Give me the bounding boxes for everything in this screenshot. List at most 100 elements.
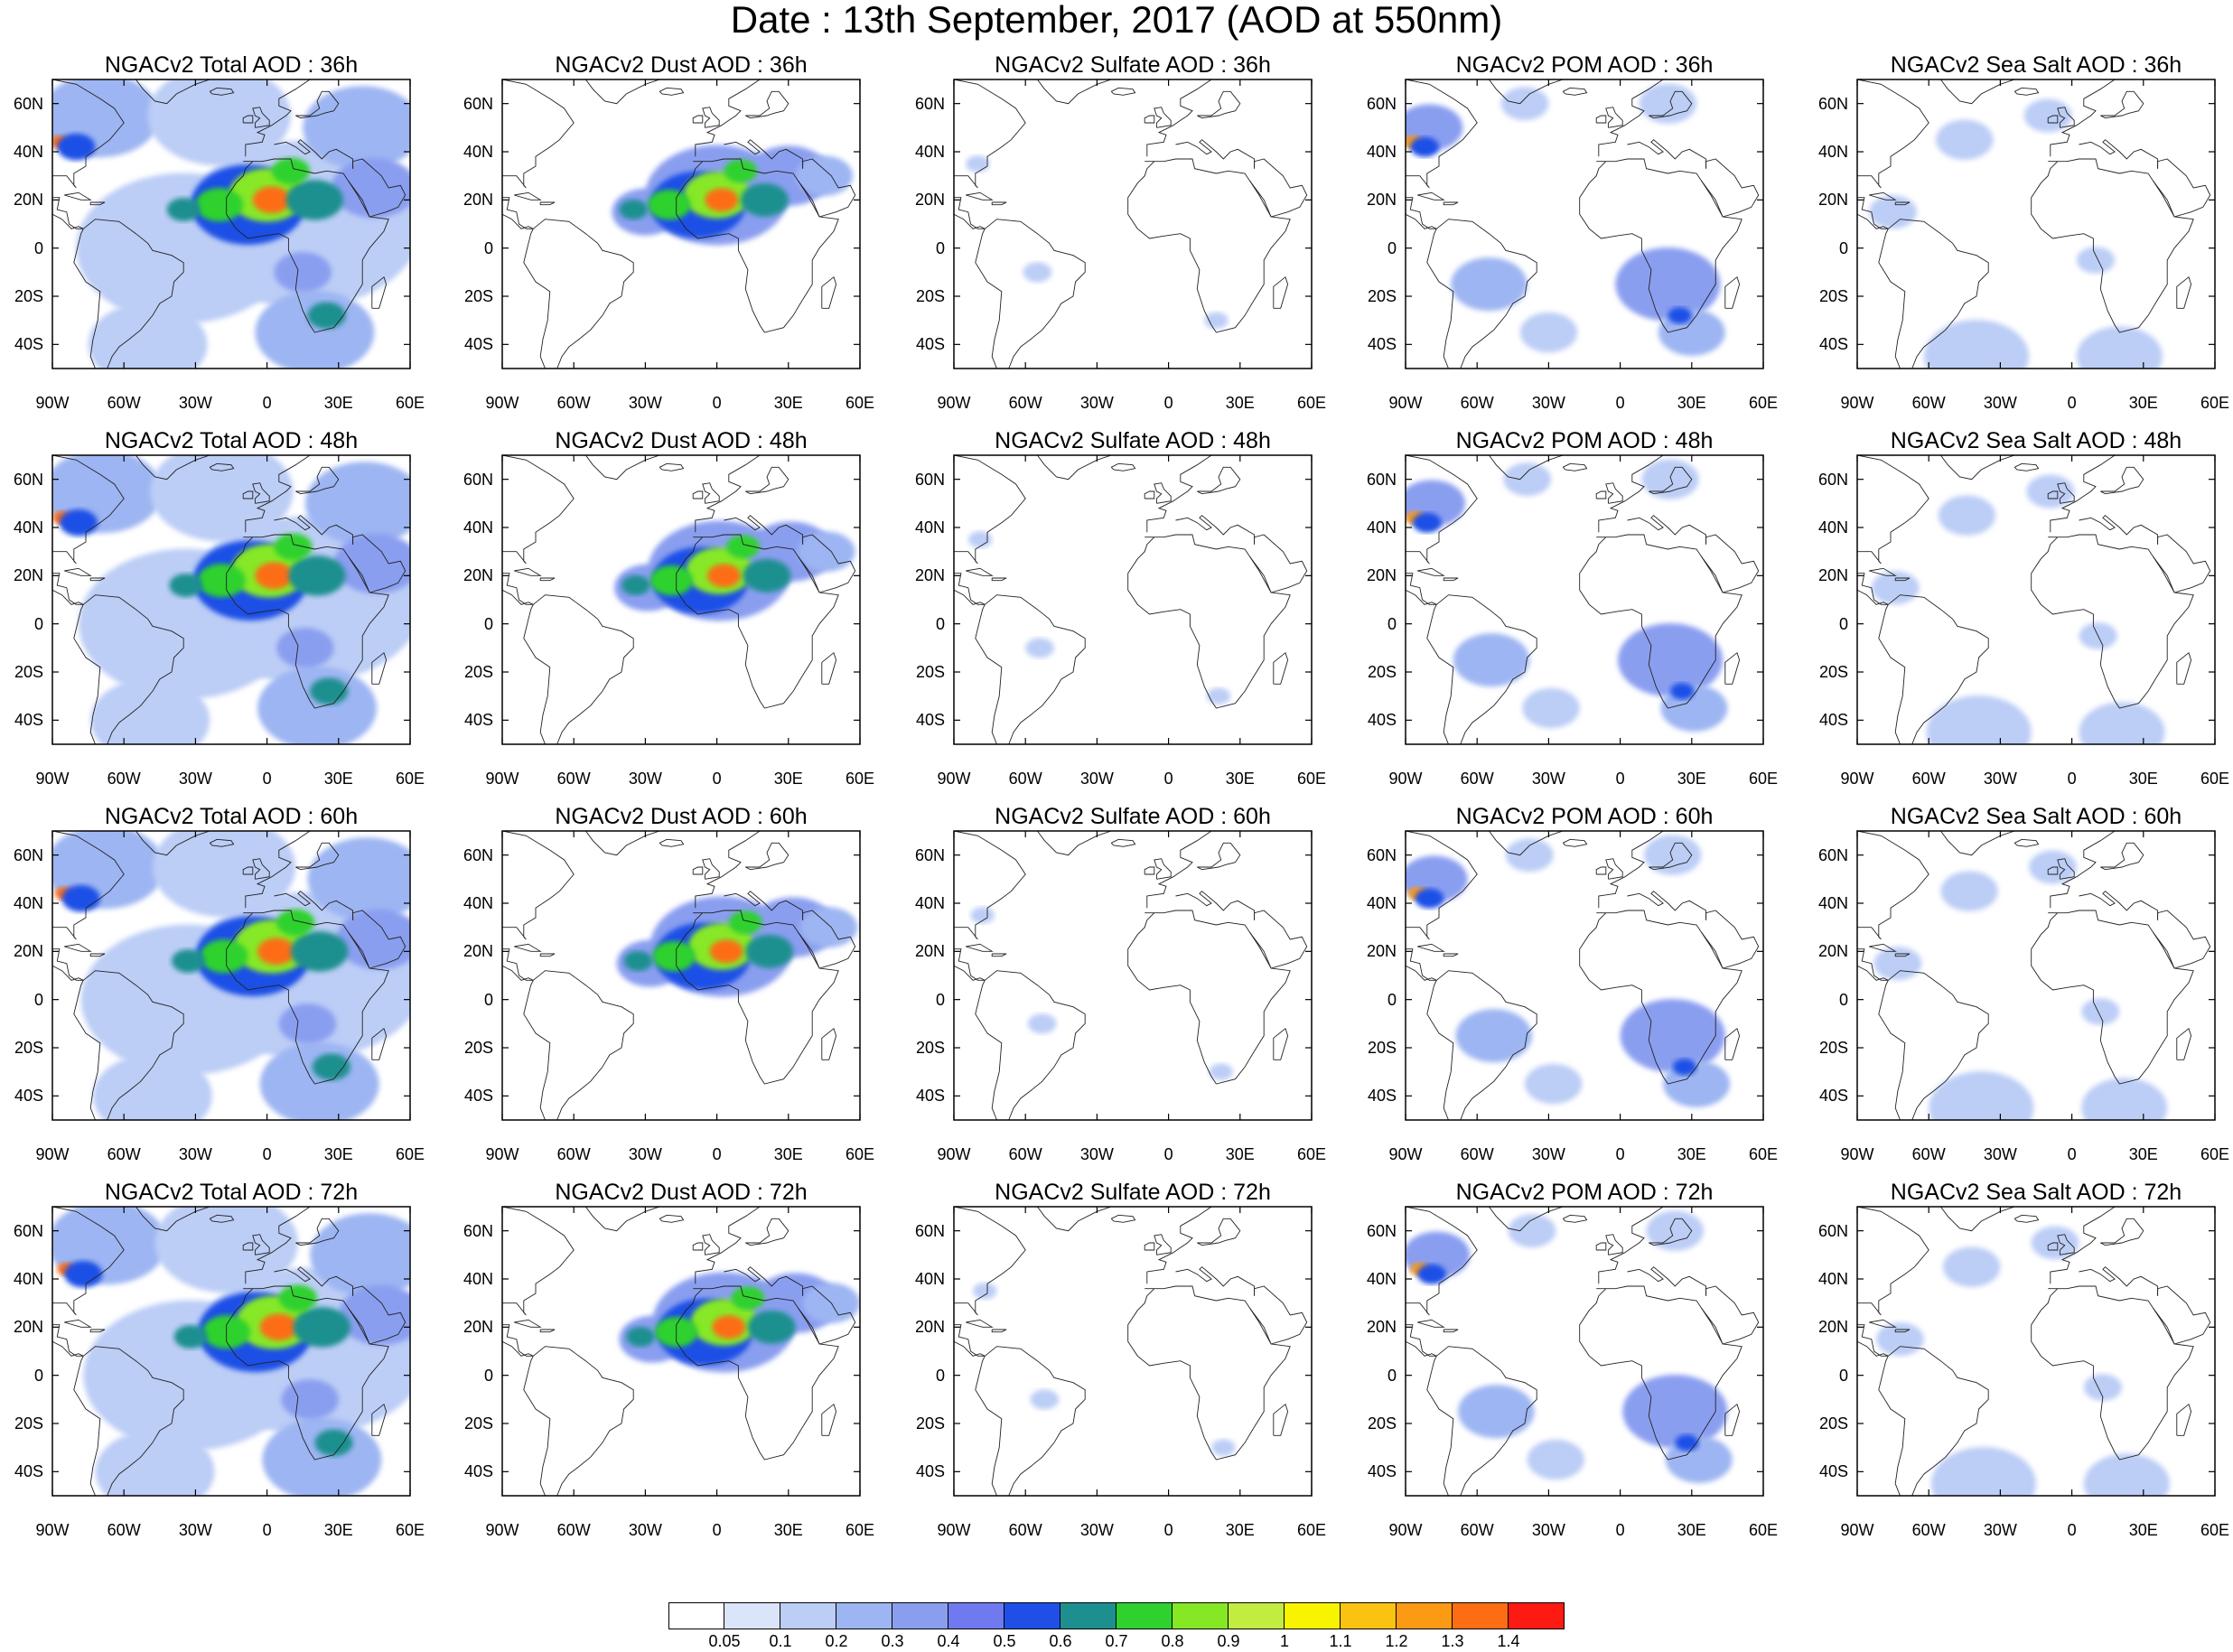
- aod-blob: [257, 666, 378, 744]
- lon-tick-label: 30W: [1983, 1145, 2017, 1163]
- colorbar-swatch: [1229, 1602, 1285, 1629]
- aod-blob: [1415, 888, 1444, 909]
- aod-blob: [621, 574, 650, 596]
- lat-tick-label: 60N: [462, 470, 493, 489]
- coastline: [1869, 1319, 1897, 1328]
- coastline: [502, 455, 575, 565]
- lon-tick-label: 30E: [2128, 770, 2158, 788]
- aod-blob: [150, 455, 294, 542]
- coastline: [798, 534, 856, 593]
- aod-blob: [1646, 1210, 1704, 1251]
- coastline: [209, 838, 235, 847]
- lon-tick-label: 90W: [937, 394, 971, 412]
- coastline: [676, 534, 839, 709]
- coastline: [975, 219, 1086, 369]
- lon-tick-label: 30W: [1531, 1145, 1565, 1163]
- lat-tick-label: 40N: [1366, 143, 1397, 161]
- lon-tick-label: 30W: [628, 394, 662, 412]
- map-panel-sulfate-72h: NGACv2 Sulfate AOD : 72h 60N 40N 20N 0 20S 40S…: [902, 1178, 1326, 1555]
- coastline: [52, 197, 84, 229]
- map-panel-seasalt-48h: NGACv2 Sea Salt AOD : 48h 60N 40N 20N 0 20S 40…: [1805, 426, 2229, 804]
- lat-tick-label: 60N: [462, 845, 493, 864]
- map-panel-pom-36h: NGACv2 POM AOD : 36h 60N 40N 20N 0 20S 40S 90W 6…: [1353, 51, 1778, 428]
- map-plot-area: [1856, 830, 2216, 1121]
- panel-title: NGACv2 Dust AOD : 48h: [555, 428, 808, 453]
- aod-blob: [255, 290, 375, 369]
- lat-tick-label: 0: [935, 614, 945, 633]
- aod-blob: [1412, 512, 1442, 533]
- lon-tick-label: 60E: [845, 394, 875, 412]
- coastline: [1562, 1214, 1588, 1223]
- coastline: [348, 158, 406, 218]
- lon-tick-label: 0: [712, 1145, 722, 1163]
- coastline: [1406, 1324, 1437, 1357]
- coastline: [1598, 831, 1692, 909]
- coastline: [1443, 1329, 1459, 1333]
- lon-tick-label: 60W: [1911, 394, 1946, 412]
- lat-tick-label: 60N: [462, 94, 493, 113]
- lat-tick-label: 60N: [462, 1221, 493, 1240]
- coastline: [2013, 838, 2040, 847]
- aod-field: [52, 455, 410, 744]
- coastline: [1417, 943, 1445, 952]
- coastline: [1857, 1207, 1929, 1316]
- coastline: [226, 910, 389, 1085]
- lat-tick-label: 20N: [462, 1318, 493, 1337]
- aod-blob: [731, 1286, 765, 1311]
- coastline: [1869, 567, 1897, 576]
- aod-blob: [1639, 83, 1697, 124]
- coastline: [1579, 534, 1742, 709]
- aod-blob: [745, 934, 794, 968]
- aod-blob: [303, 86, 410, 170]
- aod-field: [616, 896, 858, 997]
- aod-blob: [271, 157, 311, 185]
- coastline: [209, 462, 235, 471]
- coastline: [821, 1027, 837, 1060]
- aod-blob: [195, 188, 244, 222]
- coastline: [1127, 534, 1291, 709]
- coastlines: [502, 1207, 856, 1496]
- lon-tick-label: 60W: [1460, 1521, 1494, 1539]
- colorbar-label: 0.9: [1217, 1632, 1240, 1650]
- coastline: [1426, 1346, 1537, 1496]
- lat-tick-label: 20N: [1366, 1318, 1397, 1337]
- lat-tick-label: 20N: [1817, 942, 1848, 961]
- aod-blob: [2081, 998, 2120, 1025]
- lon-tick-label: 0: [1163, 770, 1173, 788]
- coastline: [1175, 1266, 1256, 1296]
- lon-tick-label: 60W: [1008, 1145, 1042, 1163]
- coastline: [502, 831, 575, 940]
- lat-tick-label: 20N: [1366, 191, 1397, 210]
- lat-tick-label: 40S: [1818, 1087, 1848, 1106]
- lon-tick-label: 30W: [1079, 1521, 1114, 1539]
- aod-blob: [278, 1003, 337, 1044]
- lat-tick-label: 60N: [1366, 470, 1397, 489]
- coastline: [371, 1027, 388, 1060]
- lon-tick-label: 30E: [2128, 1521, 2158, 1539]
- colorbar-label: 0.4: [937, 1632, 960, 1650]
- lon-tick-label: 60W: [1460, 1145, 1494, 1163]
- lat-tick-label: 40N: [1366, 1270, 1397, 1288]
- map-plot-area: [953, 1206, 1313, 1497]
- lat-tick-label: 20N: [1366, 942, 1397, 961]
- lon-tick-label: 60E: [845, 770, 875, 788]
- lon-tick-label: 90W: [35, 1145, 70, 1163]
- aod-blob: [252, 186, 291, 214]
- lon-tick-label: 30E: [2128, 1145, 2158, 1163]
- aod-blob: [1943, 1246, 2001, 1287]
- lon-tick-label: 0: [1615, 394, 1625, 412]
- lon-tick-label: 30W: [1531, 770, 1565, 788]
- coastline: [991, 201, 1007, 206]
- coastline: [1154, 482, 1172, 504]
- coastline: [295, 842, 340, 871]
- colorbar-frame: [668, 1602, 1565, 1629]
- coastline: [1562, 462, 1588, 471]
- lon-tick-label: 90W: [1840, 1145, 1874, 1163]
- aod-blob: [1525, 1063, 1583, 1105]
- aod-field: [966, 155, 1229, 329]
- coastline: [73, 219, 184, 369]
- coastline: [954, 455, 1026, 565]
- aod-blob: [285, 180, 344, 220]
- colorbar-label: 1: [1279, 1632, 1289, 1650]
- lat-tick-label: 40N: [462, 894, 493, 912]
